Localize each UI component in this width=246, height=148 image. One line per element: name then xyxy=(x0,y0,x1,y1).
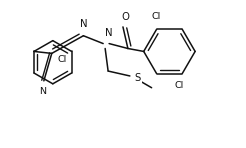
Text: Cl: Cl xyxy=(57,55,66,64)
Text: Cl: Cl xyxy=(175,81,184,90)
Text: Cl: Cl xyxy=(152,12,161,21)
Text: N: N xyxy=(105,28,113,38)
Text: N: N xyxy=(80,19,87,29)
Text: O: O xyxy=(121,12,129,22)
Text: N: N xyxy=(39,87,46,96)
Text: S: S xyxy=(135,73,141,83)
